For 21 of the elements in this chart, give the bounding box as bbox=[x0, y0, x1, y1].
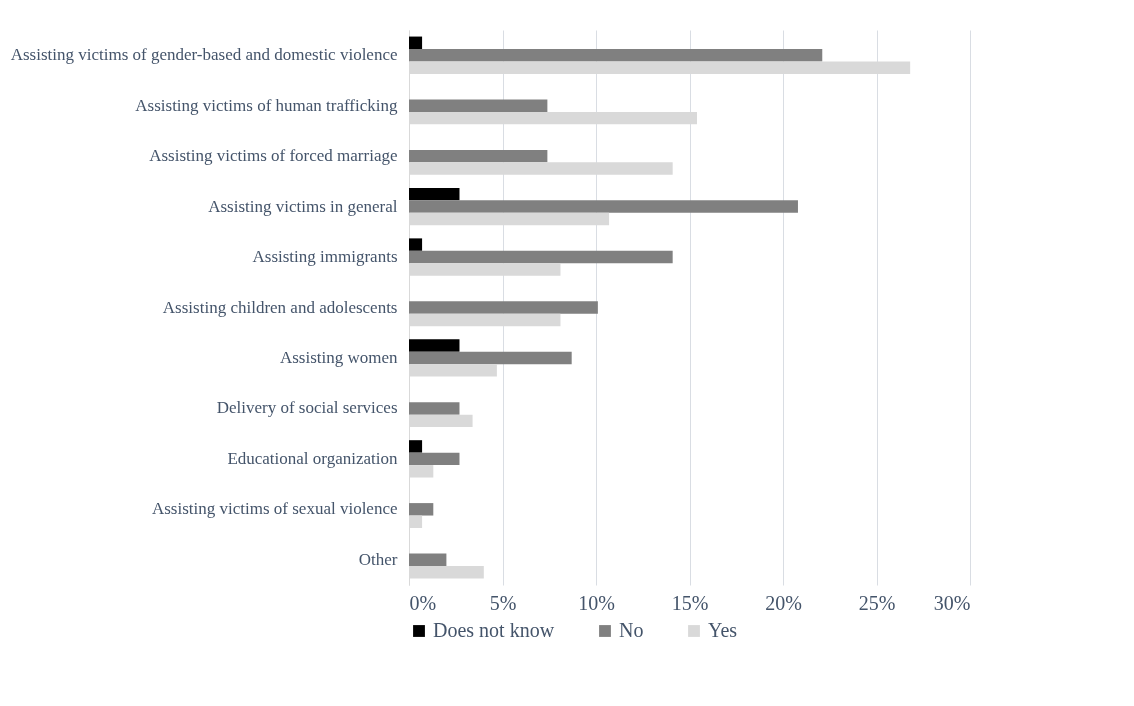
y-tick-label: Assisting victims in general bbox=[208, 196, 398, 216]
y-tick-label: Educational organization bbox=[227, 448, 398, 468]
legend-label: Does not know bbox=[433, 619, 555, 641]
x-tick-label: 5% bbox=[489, 591, 517, 614]
legend-label: No bbox=[619, 619, 644, 641]
x-tick-label: 30% bbox=[933, 591, 971, 614]
y-tick-label: Assisting victims of human trafficking bbox=[135, 95, 398, 115]
y-tick-label: Assisting children and adolescents bbox=[162, 297, 398, 317]
y-tick-label: Assisting women bbox=[279, 347, 398, 367]
y-tick-label: Other bbox=[358, 549, 398, 569]
x-tick-label: 0% bbox=[409, 591, 437, 614]
x-tick-label: 20% bbox=[765, 591, 802, 614]
x-tick-label: 15% bbox=[671, 591, 709, 614]
y-tick-label: Assisting victims of gender-based and domestic violence bbox=[10, 45, 398, 65]
y-tick-label: Assisting immigrants bbox=[252, 247, 398, 267]
y-tick-label: Assisting victims of sexual violence bbox=[151, 499, 398, 519]
y-tick-label: Assisting victims of forced marriage bbox=[149, 146, 398, 166]
x-tick-label: 10% bbox=[578, 591, 615, 614]
y-tick-label: Delivery of social services bbox=[216, 398, 398, 418]
legend-label: Yes bbox=[708, 619, 738, 641]
x-tick-label: 25% bbox=[858, 591, 896, 614]
